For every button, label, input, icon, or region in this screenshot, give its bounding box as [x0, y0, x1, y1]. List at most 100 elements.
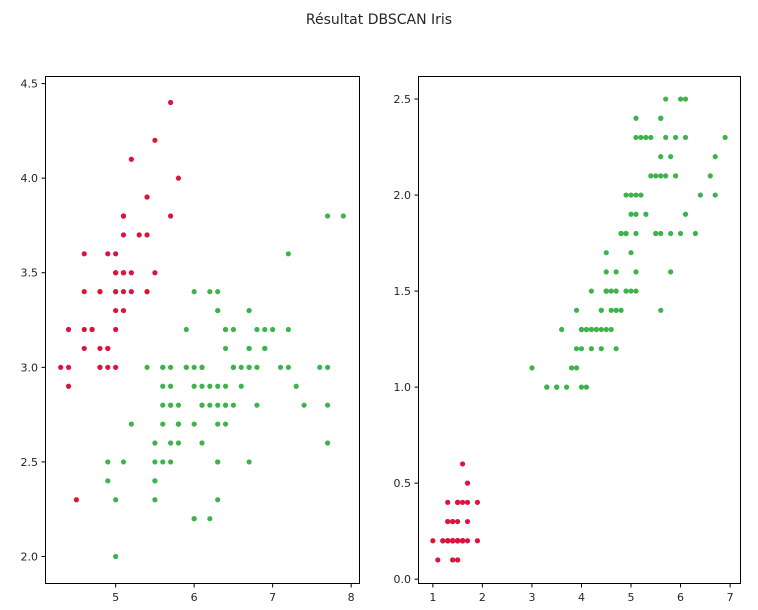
left-cluster-0-point: [120, 213, 127, 219]
left-cluster-0-point: [113, 364, 119, 370]
left-x-tick-label: 8: [348, 591, 355, 604]
left-cluster-1-point: [168, 364, 174, 370]
right-cluster-1-point: [712, 192, 718, 198]
right-cluster-1-point: [583, 326, 590, 333]
scatter-plot-right: 1 2 3 4 5 6 7 0.0 0.5 1.0 1.5 2.0 2.5: [394, 76, 741, 604]
left-cluster-1-point: [175, 440, 182, 446]
left-cluster-0-point: [113, 251, 119, 257]
left-cluster-0-point: [105, 251, 111, 257]
right-cluster-1-point: [668, 230, 674, 237]
right-cluster-1-point: [623, 230, 629, 237]
left-cluster-0-point: [65, 383, 72, 389]
right-cluster-0-point: [455, 538, 461, 544]
scatter-plot-left: 5 6 7 8 2.0 2.5 3.0 3.5 4.0 4.5: [21, 76, 360, 604]
left-cluster-1-point: [325, 213, 331, 219]
left-cluster-1-point: [246, 459, 252, 465]
right-cluster-1-point: [633, 288, 639, 294]
left-cluster-1-point: [215, 421, 221, 427]
left-cluster-1-point: [325, 440, 331, 446]
right-cluster-0-point: [450, 518, 456, 525]
right-cluster-1-point: [633, 211, 639, 217]
right-cluster-1-point: [653, 173, 659, 179]
right-cluster-1-point: [628, 288, 634, 294]
right-cluster-1-point: [677, 96, 684, 102]
right-cluster-1-point: [573, 346, 580, 352]
left-cluster-1-point: [160, 421, 166, 427]
right-cluster-0-point: [474, 538, 481, 544]
right-cluster-0-point: [455, 518, 461, 525]
left-cluster-0-point: [144, 194, 150, 200]
left-cluster-0-point: [81, 251, 87, 257]
right-cluster-0-point: [445, 538, 451, 544]
right-cluster-1-point: [633, 192, 639, 198]
left-cluster-1-point: [262, 345, 268, 352]
right-cluster-1-point: [603, 250, 609, 256]
right-cluster-1-point: [623, 288, 629, 294]
right-cluster-1-point: [663, 96, 669, 102]
left-cluster-1-point: [105, 478, 111, 484]
left-cluster-1-point: [277, 364, 284, 370]
right-y-tick-label: 2.0: [394, 189, 412, 202]
right-cluster-1-point: [573, 307, 580, 313]
left-cluster-1-point: [340, 213, 346, 219]
right-cluster-1-point: [668, 269, 674, 275]
right-cluster-0-point: [430, 538, 436, 544]
right-cluster-1-point: [682, 96, 689, 102]
left-cluster-1-point: [230, 402, 236, 408]
right-cluster-1-point: [608, 288, 614, 294]
right-cluster-0-point: [435, 557, 441, 563]
left-cluster-0-point: [175, 175, 182, 181]
left-cluster-0-point: [58, 364, 64, 370]
left-cluster-0-point: [113, 326, 119, 333]
left-y-tick-label: 3.0: [21, 361, 39, 374]
right-cluster-1-point: [643, 134, 649, 141]
right-cluster-1-point: [598, 307, 604, 313]
right-cluster-0-point: [450, 557, 456, 563]
right-cluster-1-point: [613, 269, 619, 275]
right-cluster-1-point: [643, 211, 649, 217]
right-cluster-1-point: [682, 134, 689, 141]
left-cluster-0-point: [97, 364, 103, 370]
left-y-tick-label: 2.5: [21, 456, 39, 469]
right-x-tick-label: 1: [429, 591, 436, 604]
left-cluster-1-point: [199, 364, 205, 370]
left-cluster-1-point: [222, 326, 229, 333]
right-cluster-0-point: [459, 538, 466, 544]
left-cluster-0-point: [105, 364, 111, 370]
right-cluster-1-point: [663, 134, 669, 141]
left-cluster-0-point: [105, 345, 111, 352]
left-cluster-1-point: [168, 383, 174, 389]
left-cluster-1-point: [120, 459, 127, 465]
chart-suptitle: Résultat DBSCAN Iris: [306, 12, 452, 28]
left-cluster-1-point: [199, 402, 205, 408]
left-cluster-1-point: [222, 402, 229, 408]
left-cluster-0-point: [168, 213, 174, 219]
right-cluster-1-point: [648, 134, 654, 141]
left-cluster-0-point: [152, 270, 158, 276]
left-cluster-1-point: [238, 383, 244, 389]
right-cluster-0-point: [455, 557, 461, 563]
left-cluster-1-point: [222, 383, 229, 389]
left-cluster-0-point: [128, 270, 134, 276]
right-cluster-0-point: [440, 538, 446, 544]
left-cluster-1-point: [152, 440, 158, 446]
right-cluster-1-point: [608, 326, 614, 333]
right-plot-frame: [418, 76, 741, 584]
right-cluster-1-point: [559, 326, 565, 333]
left-cluster-0-point: [152, 137, 158, 143]
left-cluster-1-point: [207, 289, 213, 295]
right-cluster-1-point: [638, 192, 644, 198]
right-cluster-1-point: [673, 173, 679, 179]
right-cluster-0-point: [455, 499, 461, 505]
left-y-tick-label: 3.5: [21, 267, 39, 280]
right-cluster-1-point: [618, 230, 624, 237]
right-x-tick-label: 3: [528, 591, 535, 604]
left-cluster-1-point: [246, 364, 252, 370]
right-y-tick-label: 0.0: [394, 573, 412, 586]
right-cluster-1-point: [658, 154, 664, 160]
left-cluster-0-point: [128, 289, 134, 295]
left-cluster-1-point: [113, 553, 119, 560]
right-cluster-1-point: [677, 230, 684, 237]
left-cluster-0-point: [120, 270, 127, 276]
